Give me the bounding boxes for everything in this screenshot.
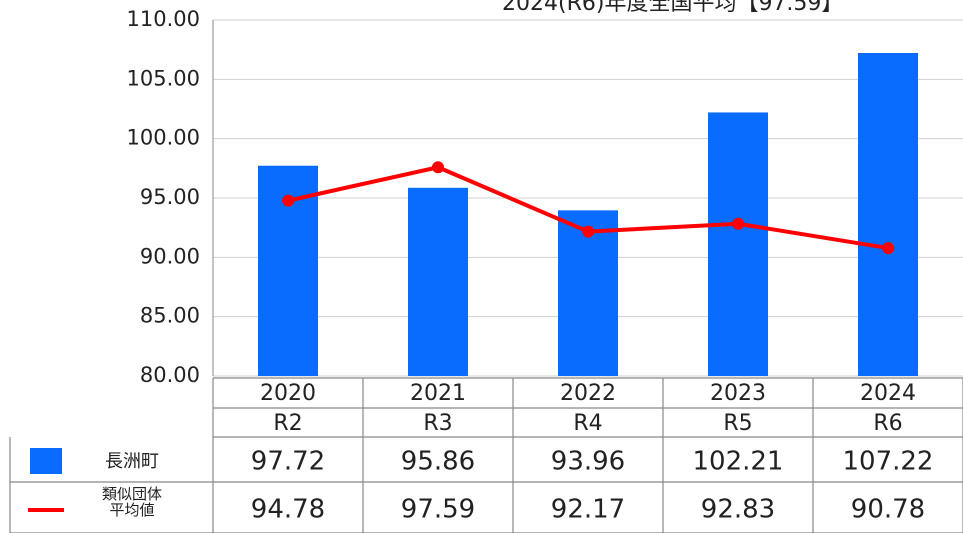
- x-tick-sublabel: R4: [573, 411, 602, 436]
- table-value: 93.96: [551, 447, 625, 477]
- y-tick-label: 110.00: [127, 7, 200, 31]
- y-tick-label: 85.00: [140, 304, 200, 328]
- y-tick-label: 95.00: [140, 185, 200, 209]
- chart-title: 2024(R6)年度全国平均【97.59】: [502, 0, 843, 16]
- x-tick-label: 2022: [560, 381, 616, 406]
- x-tick-label: 2024: [860, 381, 916, 406]
- table-value: 97.72: [251, 447, 325, 477]
- table-value: 107.22: [843, 447, 934, 477]
- table-value: 102.21: [693, 447, 784, 477]
- x-tick-sublabel: R2: [273, 411, 302, 436]
- table-value: 90.78: [851, 495, 925, 525]
- line-point: [432, 161, 444, 174]
- x-tick-label: 2021: [410, 381, 466, 406]
- table-value: 97.59: [401, 495, 475, 525]
- bar: [408, 187, 468, 376]
- table-value: 95.86: [401, 447, 475, 477]
- legend-swatch: [30, 448, 62, 474]
- line-point: [732, 217, 744, 230]
- legend-label: 長洲町: [105, 451, 159, 472]
- y-tick-label: 100.00: [127, 126, 200, 150]
- legend-label: 類似団体平均値: [101, 485, 162, 519]
- line-point: [882, 242, 894, 255]
- x-tick-sublabel: R3: [423, 411, 452, 436]
- x-tick-sublabel: R5: [723, 411, 752, 436]
- table-value: 92.83: [701, 495, 775, 525]
- bar: [558, 210, 618, 376]
- y-tick-label: 105.00: [127, 66, 200, 90]
- line-point: [282, 194, 294, 207]
- table-value: 94.78: [251, 495, 325, 525]
- y-tick-label: 90.00: [140, 244, 200, 268]
- table-value: 92.17: [551, 495, 625, 525]
- line-point: [582, 225, 594, 238]
- x-tick-label: 2020: [260, 381, 316, 406]
- y-tick-label: 80.00: [140, 363, 200, 387]
- bar: [858, 52, 918, 377]
- x-tick-label: 2023: [710, 381, 766, 406]
- bar: [708, 112, 768, 376]
- x-tick-sublabel: R6: [873, 411, 902, 436]
